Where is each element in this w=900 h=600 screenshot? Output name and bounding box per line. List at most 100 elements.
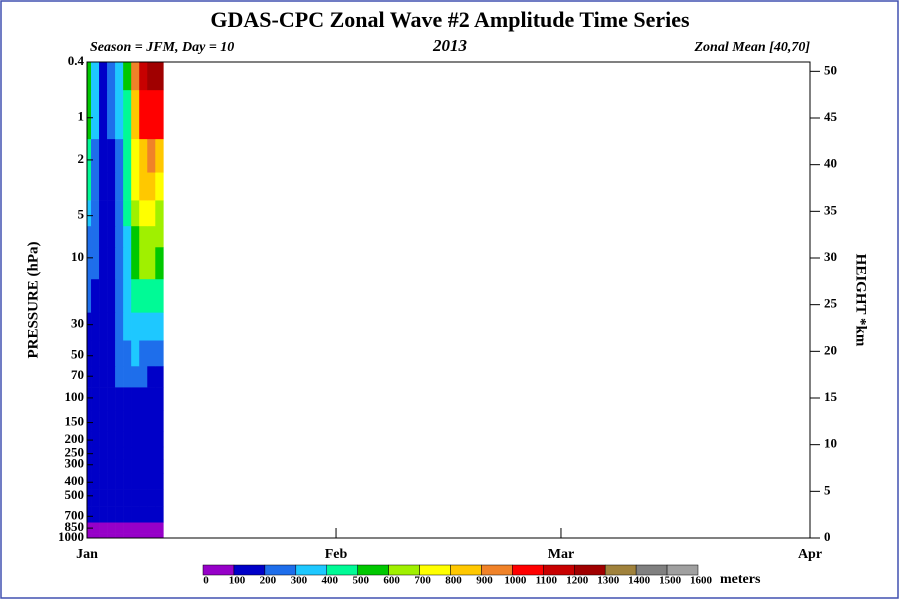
cell — [107, 387, 116, 411]
colorbar-label: meters — [720, 572, 761, 587]
cell — [131, 340, 140, 367]
cell — [139, 246, 148, 280]
cell — [99, 89, 108, 140]
cell — [99, 278, 108, 313]
cell — [87, 172, 92, 201]
cell — [99, 489, 108, 507]
cell — [115, 506, 124, 523]
cell — [131, 533, 140, 539]
cell — [87, 278, 92, 313]
colorbar-tick-label: 0 — [203, 575, 209, 587]
cell — [91, 489, 100, 507]
cell — [123, 459, 132, 474]
cell — [147, 340, 156, 367]
cell — [91, 246, 100, 280]
cell — [91, 410, 100, 432]
cell — [87, 200, 92, 227]
colorbar-tick-label: 1000 — [504, 575, 527, 587]
cell — [131, 278, 140, 313]
cell — [107, 138, 116, 173]
cell — [155, 62, 164, 91]
cell — [131, 410, 140, 432]
cell — [107, 278, 116, 313]
colorbar-swatch — [543, 564, 575, 576]
cell — [107, 312, 116, 341]
colorbar-swatch — [326, 564, 358, 576]
cell — [147, 446, 156, 460]
cell — [115, 278, 124, 313]
y-tick-label: 200 — [65, 431, 85, 446]
colorbar-swatch — [450, 564, 482, 576]
colorbar-tick-label: 300 — [291, 575, 308, 587]
cell — [139, 278, 148, 313]
cell — [123, 446, 132, 460]
y-tick-label: 5 — [78, 207, 85, 222]
y-tick-label: 70 — [71, 367, 84, 382]
cell — [115, 138, 124, 173]
y-tick-label: 30 — [71, 316, 84, 331]
cell — [115, 489, 124, 507]
cell — [123, 278, 132, 313]
y2-axis-label: HEIGHT *km — [853, 254, 869, 347]
cell — [139, 387, 148, 411]
cell — [107, 410, 116, 432]
cell — [155, 533, 164, 539]
cell — [99, 459, 108, 474]
cell — [115, 89, 124, 140]
cell — [115, 225, 124, 248]
cell — [107, 246, 116, 280]
y-tick-label: 250 — [65, 445, 85, 460]
cell — [155, 172, 164, 201]
cell — [115, 431, 124, 448]
subtitle-left: Season = JFM, Day = 10 — [90, 40, 234, 55]
cell — [131, 312, 140, 341]
cell — [99, 431, 108, 448]
cell — [147, 489, 156, 507]
y2-tick-label: 0 — [824, 529, 831, 544]
cell — [123, 246, 132, 280]
colorbar-tick-label: 100 — [229, 575, 246, 587]
cell — [131, 365, 140, 388]
cell — [123, 172, 132, 201]
cell — [87, 89, 92, 140]
cell — [107, 431, 116, 448]
y2-tick-label: 25 — [824, 296, 838, 311]
cell — [115, 522, 124, 534]
cell — [99, 410, 108, 432]
cell — [123, 410, 132, 432]
cell — [123, 62, 132, 91]
cell — [131, 473, 140, 490]
plot-border — [86, 61, 811, 539]
cell — [131, 138, 140, 173]
cell — [107, 365, 116, 388]
colorbar-tick-label: 500 — [352, 575, 369, 587]
cell — [107, 340, 116, 367]
cell — [139, 459, 148, 474]
cell — [123, 506, 132, 523]
colorbar-tick-label: 800 — [445, 575, 462, 587]
cell — [139, 473, 148, 490]
y-tick-label: 1000 — [58, 529, 84, 544]
cell — [123, 387, 132, 411]
y2-tick-label: 50 — [824, 62, 837, 77]
cell — [99, 522, 108, 534]
y-tick-label: 2 — [78, 151, 85, 166]
y2-tick-label: 20 — [824, 342, 837, 357]
cell — [99, 365, 108, 388]
cell — [91, 365, 100, 388]
cell — [147, 459, 156, 474]
cell — [123, 431, 132, 448]
y2-tick-label: 35 — [824, 202, 838, 217]
cell — [87, 533, 92, 539]
cell — [155, 489, 164, 507]
cell — [87, 225, 92, 248]
cell — [155, 89, 164, 140]
cell — [155, 246, 164, 280]
cell — [107, 506, 116, 523]
cell — [155, 431, 164, 448]
colorbar-swatch — [419, 564, 451, 576]
cell — [147, 172, 156, 201]
colorbar-swatch — [233, 564, 266, 576]
cell — [115, 246, 124, 280]
